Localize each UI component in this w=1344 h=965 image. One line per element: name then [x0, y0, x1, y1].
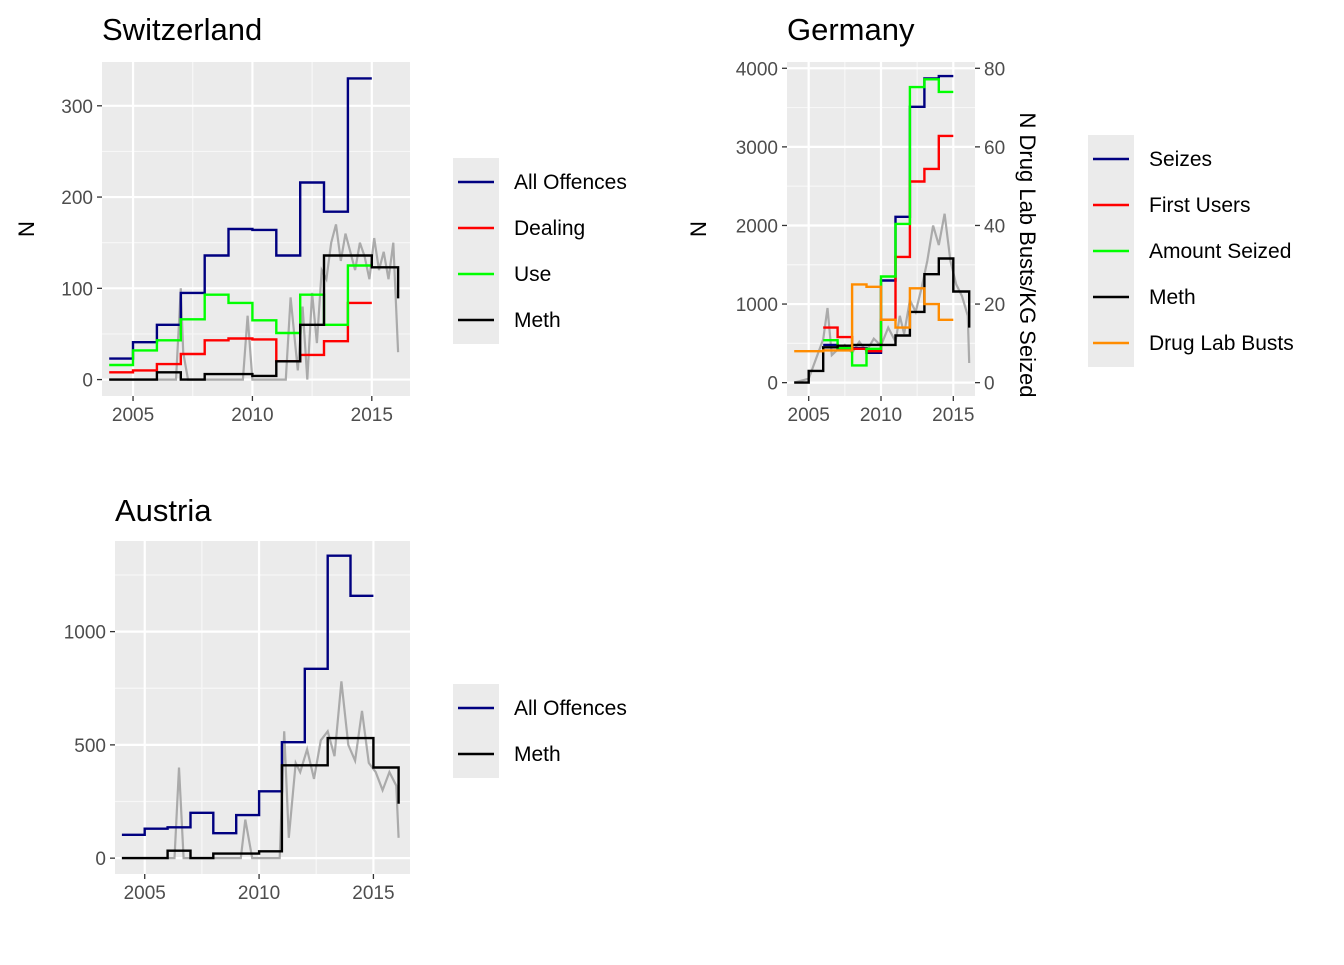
germany-y-right-tick-label: 0 — [984, 374, 995, 395]
austria-legend-label-all-offences: All Offences — [514, 697, 627, 720]
switzerland-chart-title: Switzerland — [102, 12, 262, 47]
germany-legend-label-amount-seized: Amount Seized — [1149, 240, 1291, 263]
germany-x-tick-label: 2015 — [932, 405, 974, 426]
austria-y-tick-label: 1000 — [64, 623, 106, 644]
germany-legend: Seizes First Users Amount Seized Meth Drug L… — [1088, 135, 1294, 367]
austria-legend-key-background — [453, 684, 499, 778]
switzerland-series-dealing-line — [109, 301, 372, 374]
germany-series-amount-seized-line — [823, 78, 954, 367]
switzerland-y-tick-label: 100 — [61, 279, 93, 300]
germany-y-right-tick-label: 40 — [984, 216, 1005, 237]
germany-y-tick-label: 3000 — [736, 138, 778, 159]
germany-legend-label-meth: Meth — [1149, 286, 1196, 309]
switzerland-y-tick-label: 200 — [61, 188, 93, 209]
switzerland-y-tick-label: 0 — [82, 371, 93, 392]
germany-x-tick-label: 2010 — [860, 405, 902, 426]
switzerland-x-tick-label: 2010 — [231, 405, 273, 426]
austria-series-meth-line — [121, 736, 400, 860]
switzerland-legend-label-meth: Meth — [514, 309, 561, 332]
austria-legend: All Offences Meth — [453, 684, 627, 778]
germany-y-tick-label: 4000 — [736, 59, 778, 80]
germany-chart-title: Germany — [787, 12, 915, 47]
austria-series-all-offences-line — [121, 554, 374, 836]
switzerland-chart: 2005 2010 2015 0 100 200 300 Switzerland N All Of… — [14, 12, 627, 426]
germany-chart: 2005 2010 2015 0 1000 2000 3000 4000 0 20 40 60 80 N … — [686, 12, 1294, 426]
germany-y-tick-label: 0 — [767, 374, 778, 395]
switzerland-x-tick-label: 2015 — [351, 405, 393, 426]
switzerland-series-meth-line — [109, 254, 400, 381]
germany-x-tick-label: 2005 — [788, 405, 830, 426]
switzerland-y-tick-label: 300 — [61, 97, 93, 118]
austria-x-tick-label: 2005 — [124, 883, 166, 904]
germany-y-right-axis-title: N Drug Lab Busts/KG Seized — [1015, 113, 1040, 398]
germany-legend-label-seizes: Seizes — [1149, 148, 1212, 171]
germany-y-tick-label: 1000 — [736, 295, 778, 316]
austria-chart: 2005 2010 2015 0 500 1000 Austria All Offences M… — [64, 493, 627, 904]
austria-x-tick-label: 2010 — [238, 883, 280, 904]
switzerland-legend-key-background — [453, 158, 499, 344]
germany-y-axis-title: N — [686, 221, 711, 237]
germany-legend-label-first-users: First Users — [1149, 194, 1251, 217]
switzerland-x-tick-label: 2005 — [112, 405, 154, 426]
germany-series-drug-lab-busts-line — [794, 283, 954, 353]
switzerland-series-all-offences-line — [109, 77, 372, 360]
germany-y-right-tick-label: 80 — [984, 59, 1005, 80]
germany-legend-label-drug-lab-busts: Drug Lab Busts — [1149, 332, 1294, 355]
austria-panel-background — [115, 541, 410, 874]
switzerland-legend-label-all-offences: All Offences — [514, 171, 627, 194]
austria-y-tick-label: 0 — [95, 849, 106, 870]
germany-y-tick-label: 2000 — [736, 216, 778, 237]
switzerland-legend-label-dealing: Dealing — [514, 217, 585, 240]
switzerland-legend: All Offences Dealing Use Meth — [453, 158, 627, 344]
austria-x-tick-label: 2015 — [352, 883, 394, 904]
germany-y-right-tick-label: 20 — [984, 295, 1005, 316]
austria-y-tick-label: 500 — [74, 736, 106, 757]
germany-y-right-tick-label: 60 — [984, 138, 1005, 159]
switzerland-legend-label-use: Use — [514, 263, 551, 286]
switzerland-y-axis-title: N — [14, 221, 39, 237]
austria-chart-title: Austria — [115, 493, 212, 528]
austria-legend-label-meth: Meth — [514, 743, 561, 766]
